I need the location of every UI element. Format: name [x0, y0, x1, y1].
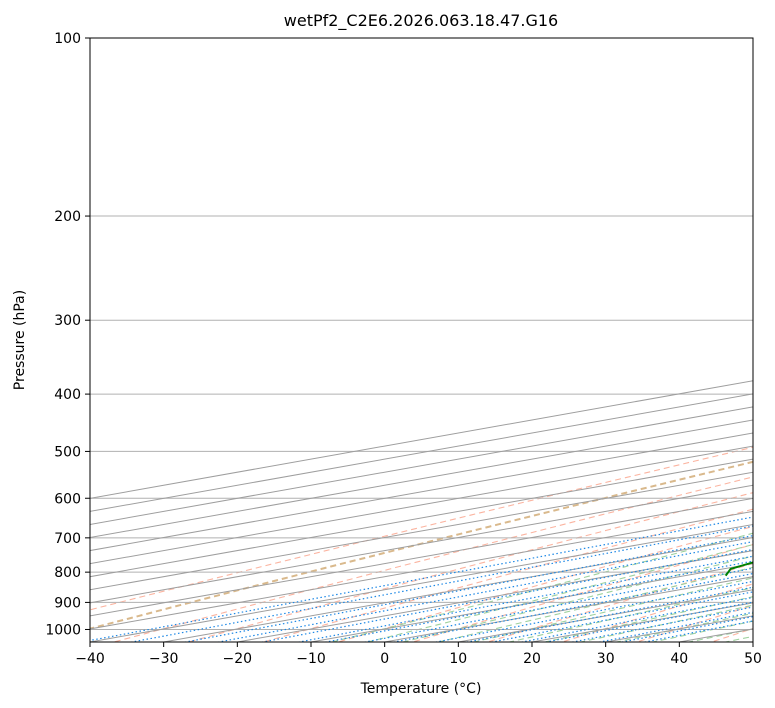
x-tick-label: 20: [523, 651, 541, 667]
x-tick-label: 30: [597, 651, 615, 667]
mixing-ratio-line-12: [518, 596, 753, 642]
x-tick-label: −30: [149, 651, 179, 667]
x-tick-label: 0: [380, 651, 389, 667]
y-tick-label: 900: [54, 595, 81, 611]
mixing-ratio-line-13: [543, 601, 753, 642]
y-tick-label: 400: [54, 387, 81, 403]
x-axis: −40 −30 −20 −10 0 10 20 30 40 50: [75, 642, 762, 667]
x-tick-label: −40: [75, 651, 105, 667]
isotherm-lines: [90, 380, 753, 642]
x-tick-label: −10: [296, 651, 326, 667]
x-tick-label: 10: [449, 651, 467, 667]
isotherm-line: [90, 523, 753, 642]
x-tick-label: −20: [223, 651, 253, 667]
y-tick-label: 100: [54, 31, 81, 47]
x-tick-label: 50: [744, 651, 762, 667]
y-axis: 100 200 300 400 500 600 700 800 900 1000: [45, 31, 90, 639]
y-tick-label: 700: [54, 531, 81, 547]
isobar-lines: [90, 38, 753, 630]
isotherm-line: [90, 484, 753, 604]
mixing-ratio-line-11: [489, 591, 753, 642]
mixing-ratio-line-14: [569, 606, 753, 642]
mixing-ratio-line-4: [259, 548, 753, 642]
y-tick-label: 600: [54, 491, 81, 507]
mixing-ratio-line-0: [90, 516, 753, 642]
y-tick-label: 200: [54, 209, 81, 225]
mixing-ratio-line-3: [215, 541, 753, 642]
isotherm-line: [90, 458, 753, 578]
x-axis-label: Temperature (°C): [360, 681, 482, 697]
y-tick-label: 500: [54, 444, 81, 460]
x-tick-label: 40: [670, 651, 688, 667]
isotherm-line: [90, 432, 753, 552]
y-tick-label: 800: [54, 565, 81, 581]
mixing-ratio-lines: [90, 516, 753, 642]
y-tick-label: 1000: [45, 623, 81, 639]
isotherm-line: [90, 471, 753, 591]
isotherm-line: [90, 497, 753, 617]
isotherm-line: [90, 510, 753, 630]
isotherm-line: [90, 445, 753, 565]
isotherm-line: [163, 537, 753, 642]
y-tick-label: 300: [54, 313, 81, 329]
plot-frame: [89, 37, 754, 643]
chart-title: wetPf2_C2E6.2026.063.18.47.G16: [284, 11, 558, 31]
mixing-ratio-line-1: [128, 525, 753, 642]
mixing-ratio-line-15: [596, 611, 753, 642]
plot-area: -100-90-80-70-60-50-40-30-20-10010203040…: [90, 38, 753, 642]
mixing-ratio-line-2: [182, 535, 753, 642]
y-axis-label: Pressure (hPa): [12, 290, 28, 390]
